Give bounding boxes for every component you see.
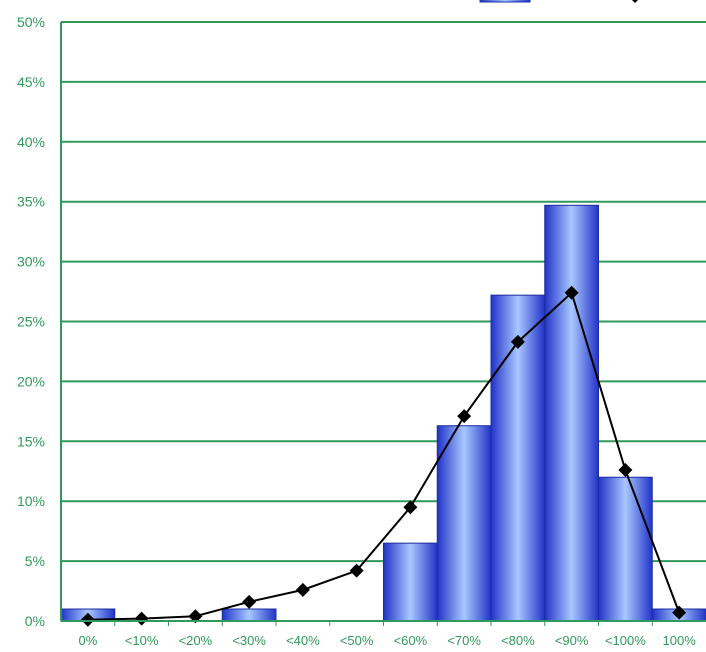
data-point-marker <box>618 463 633 478</box>
y-tick-label: 15% <box>17 433 45 449</box>
y-tick-label: 35% <box>17 194 45 210</box>
x-tick-label: 0% <box>78 633 97 648</box>
data-point-marker <box>134 611 149 626</box>
x-tick-label: 100% <box>663 633 697 648</box>
x-axis-ticks: 0% <10% <20% <30% <40% <50% <60% <70% <80% <90% <1… <box>78 621 696 648</box>
data-point-marker <box>403 500 418 515</box>
bar <box>598 476 653 622</box>
data-point-marker <box>80 612 95 627</box>
x-tick-label: <80% <box>501 633 535 648</box>
gridlines <box>61 21 706 563</box>
x-tick-label: <40% <box>286 633 320 648</box>
data-point-marker <box>672 605 687 620</box>
x-tick-label: <20% <box>179 633 213 648</box>
data-point-marker <box>188 609 203 624</box>
data-point-marker <box>295 582 310 597</box>
bar-series <box>60 204 706 622</box>
x-tick-label: <10% <box>125 633 159 648</box>
x-tick-label: <70% <box>447 633 481 648</box>
data-point-marker <box>457 409 472 424</box>
bar <box>544 204 599 622</box>
data-point-marker <box>564 285 579 300</box>
y-tick-label: 30% <box>17 254 45 270</box>
x-tick-label: <30% <box>232 633 266 648</box>
x-tick-label: <100% <box>605 633 646 648</box>
y-tick-label: 45% <box>17 74 45 90</box>
x-tick-label: <90% <box>555 633 589 648</box>
bar <box>383 542 438 622</box>
x-tick-label: <60% <box>394 633 428 648</box>
y-axis-ticks: 0% 5% 10% 15% 20% 25% 30% 35% 40% 45% 50% <box>17 14 45 629</box>
y-tick-label: 40% <box>17 134 45 150</box>
bar <box>221 608 277 622</box>
axes <box>60 22 706 622</box>
series-line <box>87 290 681 621</box>
legend-bar-swatch <box>479 0 531 3</box>
data-point-marker <box>349 563 364 578</box>
legend-diamond-marker <box>632 0 638 3</box>
y-tick-label: 0% <box>25 613 45 629</box>
y-tick-label: 25% <box>17 314 45 330</box>
y-tick-label: 50% <box>17 14 45 30</box>
y-tick-label: 20% <box>17 373 45 389</box>
line-series <box>80 285 687 627</box>
y-tick-label: 5% <box>25 553 45 569</box>
x-tick-label: <50% <box>340 633 374 648</box>
legend <box>479 0 638 3</box>
data-point-marker <box>510 334 525 349</box>
bar <box>490 294 546 622</box>
y-tick-label: 10% <box>17 493 45 509</box>
data-point-marker <box>242 594 257 609</box>
bar <box>436 425 492 622</box>
